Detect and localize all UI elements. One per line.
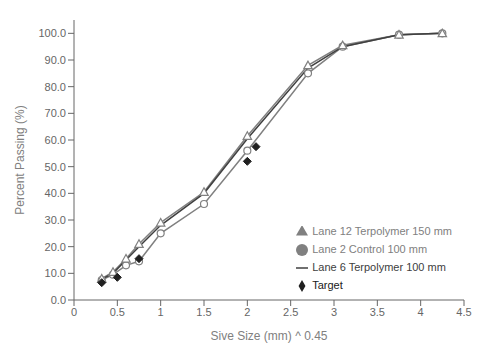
- svg-text:0: 0: [71, 306, 77, 318]
- html-text:Target: Target: [312, 279, 343, 291]
- svg-text:4: 4: [418, 306, 424, 318]
- svg-text:4.5: 4.5: [456, 306, 471, 318]
- svg-text:2: 2: [244, 306, 250, 318]
- svg-text:90.0: 90.0: [45, 54, 66, 66]
- svg-text:3.5: 3.5: [370, 306, 385, 318]
- svg-text:Sive Size (mm) ^ 0.45: Sive Size (mm) ^ 0.45: [211, 329, 328, 343]
- svg-text:40.0: 40.0: [45, 187, 66, 199]
- svg-text:10.0: 10.0: [45, 267, 66, 279]
- svg-text:100.0: 100.0: [38, 27, 66, 39]
- svg-text:2.5: 2.5: [283, 306, 298, 318]
- svg-text:0.0: 0.0: [51, 294, 66, 306]
- html-text:Lane 12 Terpolymer 150 mm: Lane 12 Terpolymer 150 mm: [312, 225, 452, 237]
- html-text:Lane 6 Terpolymer 100 mm: Lane 6 Terpolymer 100 mm: [312, 261, 446, 273]
- svg-text:50.0: 50.0: [45, 161, 66, 173]
- svg-text:1: 1: [158, 306, 164, 318]
- svg-text:60.0: 60.0: [45, 134, 66, 146]
- svg-text:30.0: 30.0: [45, 214, 66, 226]
- svg-text:0.5: 0.5: [110, 306, 125, 318]
- svg-text:Percent Passing (%): Percent Passing (%): [13, 105, 27, 214]
- html-text:Lane 2 Control 100 mm: Lane 2 Control 100 mm: [312, 243, 428, 255]
- svg-text:80.0: 80.0: [45, 81, 66, 93]
- svg-text:70.0: 70.0: [45, 107, 66, 119]
- svg-text:3: 3: [331, 306, 337, 318]
- svg-text:20.0: 20.0: [45, 241, 66, 253]
- svg-text:1.5: 1.5: [196, 306, 211, 318]
